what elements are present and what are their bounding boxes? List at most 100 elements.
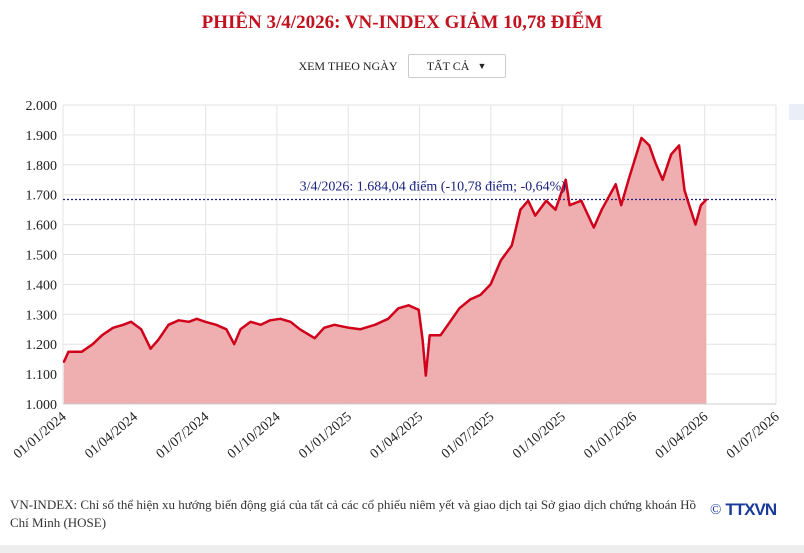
x-tick-label: 01/07/2024 <box>154 410 213 462</box>
data-point <box>421 338 424 341</box>
data-point <box>122 323 124 326</box>
page-title: PHIÊN 3/4/2026: VN-INDEX GIẢM 10,78 ĐIỂM <box>201 12 603 33</box>
data-point <box>640 137 643 139</box>
y-tick-label: 1.800 <box>26 159 58 174</box>
data-point <box>469 298 472 301</box>
data-point <box>628 177 630 180</box>
data-point <box>510 244 513 247</box>
data-point <box>91 343 94 346</box>
data-point <box>374 323 376 326</box>
data-point <box>458 307 461 310</box>
data-point <box>195 317 198 320</box>
data-point <box>177 319 180 322</box>
y-tick-label: 1.000 <box>26 398 58 413</box>
x-tick-label: 01/01/2024 <box>11 410 70 462</box>
data-point <box>299 328 301 331</box>
y-tick-label: 1.100 <box>26 368 58 383</box>
data-point <box>519 208 522 211</box>
data-point <box>439 334 442 337</box>
data-point <box>188 320 190 323</box>
x-tick-label: 01/10/2024 <box>225 410 284 462</box>
x-tick-label: 01/07/2026 <box>724 410 783 462</box>
data-point <box>428 334 431 337</box>
y-tick-label: 1.400 <box>26 278 58 293</box>
data-point <box>80 350 83 353</box>
data-point <box>648 144 651 147</box>
data-point <box>600 208 603 211</box>
data-point <box>407 304 410 307</box>
caret-down-icon: ▼ <box>477 61 487 71</box>
x-tick-label: 01/01/2025 <box>296 410 355 462</box>
data-point <box>688 204 691 206</box>
data-point <box>140 328 142 331</box>
data-point <box>225 328 228 331</box>
data-point <box>279 317 282 320</box>
data-point <box>489 283 492 286</box>
data-point <box>614 183 617 186</box>
data-point <box>157 338 160 341</box>
y-tick-label: 2.000 <box>26 99 58 114</box>
y-tick-label: 1.300 <box>26 308 58 323</box>
data-point <box>527 199 529 202</box>
y-tick-label: 1.900 <box>26 129 58 144</box>
x-tick-label: 01/01/2026 <box>581 410 640 462</box>
brand-logo: TTXVN <box>725 500 777 519</box>
ttxvn-logo: © TTXVN <box>710 500 777 520</box>
data-point <box>101 334 103 337</box>
x-tick-label: 01/04/2025 <box>368 410 427 462</box>
data-point <box>568 204 571 206</box>
x-tick-label: 01/10/2025 <box>510 410 569 462</box>
side-tab[interactable] <box>789 104 804 120</box>
data-point <box>479 294 482 296</box>
area-fill <box>63 137 707 404</box>
data-point <box>112 326 114 329</box>
date-filter: XEM THEO NGÀY TẤT CẢ ▼ <box>0 54 804 78</box>
y-tick-label: 1.500 <box>26 249 58 264</box>
data-point <box>149 347 152 350</box>
data-point <box>323 326 325 329</box>
data-point <box>661 178 664 181</box>
vnindex-chart: 1.000 1.100 1.200 1.300 1.400 1.500 1.600 1.700… <box>11 99 783 462</box>
data-point <box>678 144 680 147</box>
select-value: TẤT CẢ <box>426 58 470 73</box>
data-point <box>424 374 427 377</box>
data-point <box>554 208 557 211</box>
data-point <box>593 226 595 229</box>
data-point <box>545 199 547 202</box>
data-point <box>233 343 236 346</box>
x-tick-label: 01/07/2025 <box>439 410 498 462</box>
copyright-icon: © <box>710 501 722 518</box>
data-point <box>670 153 673 156</box>
filter-label: XEM THEO NGÀY <box>298 58 398 73</box>
y-tick-label: 1.600 <box>26 219 58 234</box>
data-point <box>694 223 697 226</box>
data-point <box>130 320 132 323</box>
data-point <box>259 323 262 326</box>
data-point <box>167 323 170 326</box>
data-point <box>289 320 292 323</box>
data-point <box>620 204 623 206</box>
data-point <box>580 199 583 202</box>
data-point <box>239 328 242 331</box>
data-point <box>683 189 686 192</box>
data-point <box>449 320 451 323</box>
data-point <box>333 323 336 326</box>
data-point <box>417 309 420 311</box>
reference-label: 3/4/2026: 1.684,04 điểm (-10,78 điểm; -0… <box>300 179 567 194</box>
data-point <box>534 214 537 217</box>
data-point <box>62 361 65 363</box>
data-point <box>359 328 361 331</box>
data-point <box>67 350 70 353</box>
data-point <box>654 162 657 165</box>
bottom-bar <box>0 545 804 553</box>
date-range-select[interactable]: TẤT CẢ ▼ <box>407 54 506 78</box>
data-point <box>269 319 271 322</box>
data-point <box>700 204 702 206</box>
y-tick-label: 1.200 <box>26 338 58 353</box>
footer-note: VN-INDEX: Chỉ số thể hiện xu hướng biến … <box>10 497 696 530</box>
data-point <box>564 178 567 181</box>
data-point <box>387 317 390 320</box>
data-point <box>397 307 400 310</box>
data-point <box>215 323 218 326</box>
